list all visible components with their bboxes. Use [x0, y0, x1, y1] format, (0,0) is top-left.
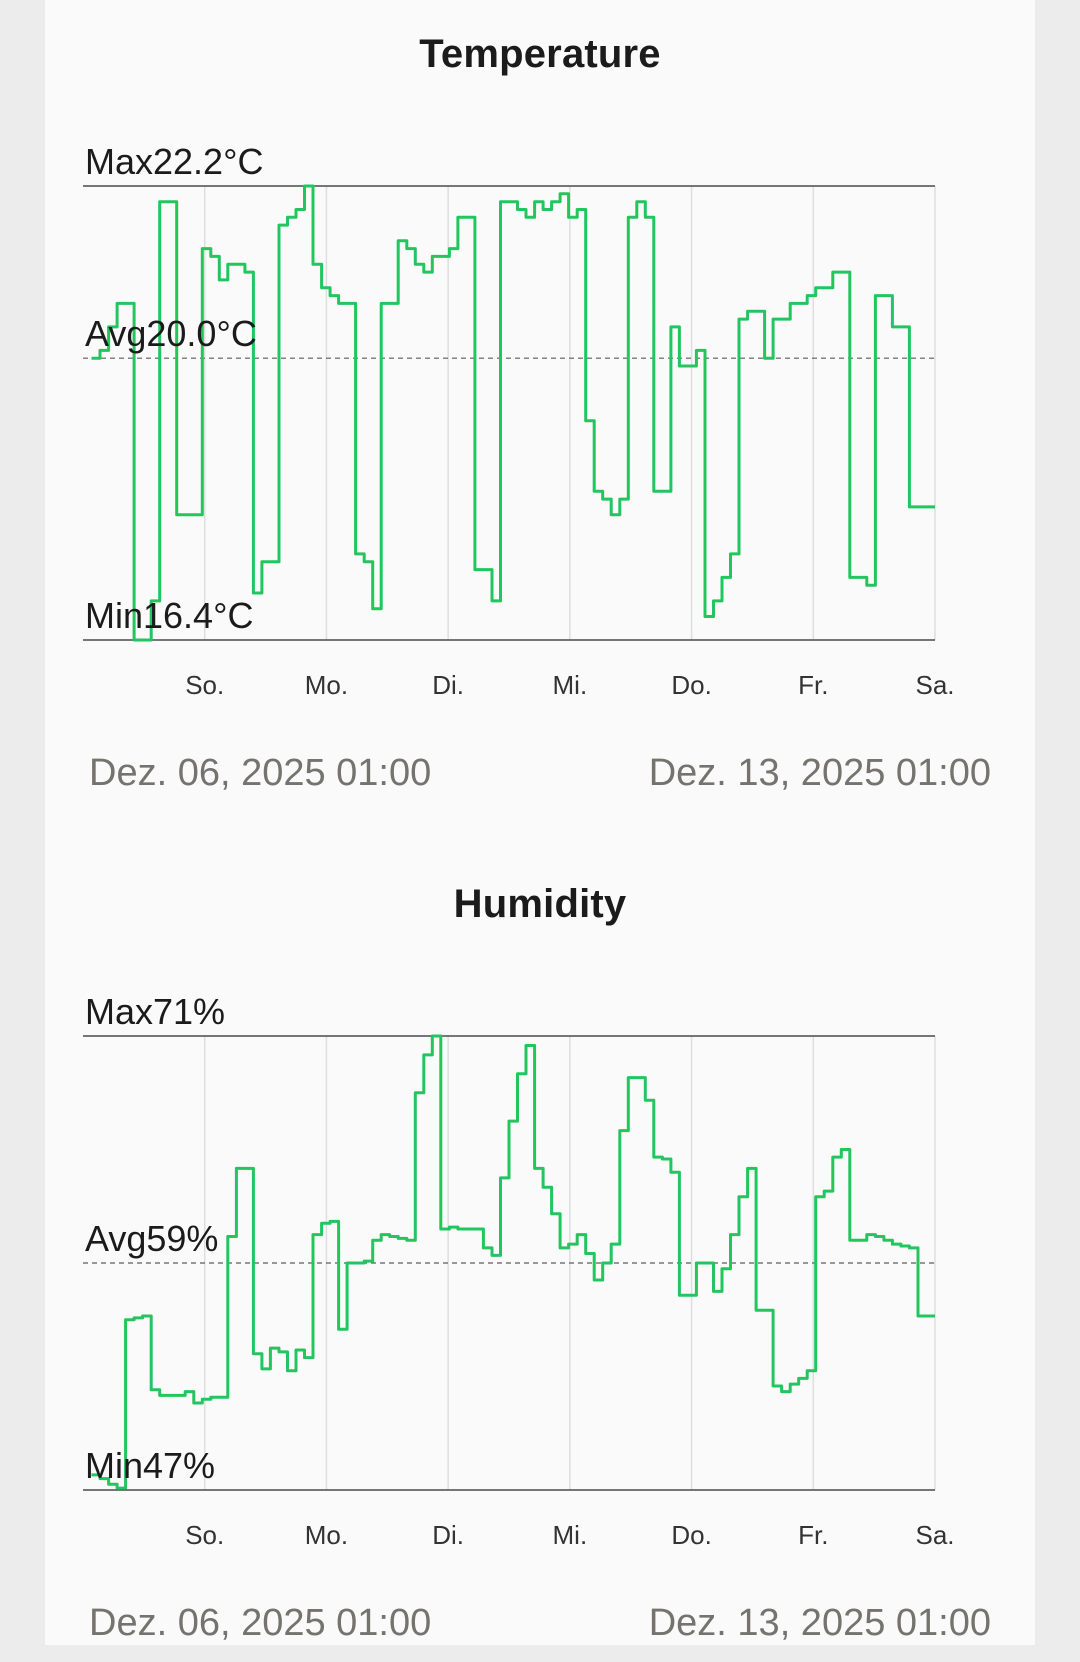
temperature-series-line	[91, 184, 935, 642]
humidity-x-tick-label: Fr.	[798, 1520, 828, 1550]
humidity-x-tick-label: Mo.	[305, 1520, 348, 1550]
temperature-title: Temperature	[419, 32, 661, 76]
humidity-start-date: Dez. 06, 2025 01:00	[89, 1602, 432, 1644]
temperature-min-label: Min16.4°C	[85, 595, 253, 636]
chart-card: Temperature So. Mo. Di. Mi. Do. Fr. Sa. Max22.2…	[45, 0, 1035, 1645]
humidity-x-tick-label: Do.	[671, 1520, 711, 1550]
temperature-x-tick-label: Di.	[432, 670, 464, 700]
temperature-avg-label: Avg20.0°C	[85, 313, 257, 354]
humidity-title: Humidity	[453, 882, 627, 926]
temperature-x-tick-label: Mi.	[553, 670, 588, 700]
temperature-x-tick-label: Do.	[671, 670, 711, 700]
humidity-x-tick-label: Di.	[432, 1520, 464, 1550]
humidity-series-line	[91, 1034, 935, 1490]
temperature-start-date: Dez. 06, 2025 01:00	[89, 752, 432, 794]
humidity-x-tick-label: Sa.	[915, 1520, 954, 1550]
temperature-end-date: Dez. 13, 2025 01:00	[648, 752, 991, 794]
humidity-x-tick-label: So.	[185, 1520, 224, 1550]
temperature-plot: So. Mo. Di. Mi. Do. Fr. Sa. Max22.2°C Avg20.0°C M…	[83, 141, 955, 700]
humidity-x-tick-label: Mi.	[553, 1520, 588, 1550]
humidity-avg-label: Avg59%	[85, 1218, 218, 1259]
humidity-plot: So. Mo. Di. Mi. Do. Fr. Sa. Max71% Avg59% Min47%	[83, 991, 955, 1550]
temperature-max-label: Max22.2°C	[85, 141, 263, 182]
temperature-x-tick-label: So.	[185, 670, 224, 700]
temperature-x-tick-label: Mo.	[305, 670, 348, 700]
humidity-min-label: Min47%	[85, 1445, 215, 1486]
humidity-max-label: Max71%	[85, 991, 225, 1032]
temperature-x-tick-label: Fr.	[798, 670, 828, 700]
humidity-end-date: Dez. 13, 2025 01:00	[648, 1602, 991, 1644]
temperature-x-tick-label: Sa.	[915, 670, 954, 700]
